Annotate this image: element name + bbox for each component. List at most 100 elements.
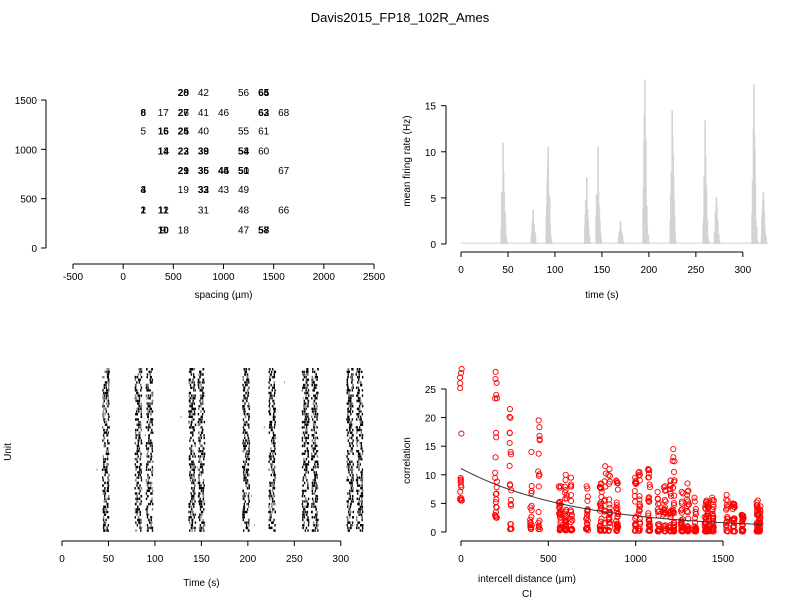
data-point [556,498,564,505]
spike-mark [149,481,151,485]
spike-mark [273,381,275,384]
rate-bar [646,226,649,244]
spike-mark [189,391,192,395]
spike-mark [350,465,353,469]
spike-mark [180,415,182,418]
spike-mark [358,375,361,379]
spike-mark [303,513,305,516]
spike-mark [189,426,192,429]
spike-mark [313,399,316,403]
spike-mark [272,452,274,456]
spike-mark [248,518,250,522]
spike-mark [302,500,305,503]
spike-mark [147,487,150,490]
spike-mark [106,368,108,371]
spike-mark [359,508,361,511]
spike-mark [148,434,150,437]
data-point [710,513,717,520]
spike-mark [360,415,362,419]
spike-mark [190,436,192,440]
spike-mark [104,505,106,508]
spike-mark [270,373,272,376]
spike-mark [147,463,149,466]
data-point [723,506,730,513]
spike-mark [274,524,276,527]
spike-mark [242,426,245,429]
spike-mark [351,373,353,376]
spike-mark [149,460,152,463]
spike-mark [303,410,305,413]
spike-mark [312,442,315,445]
spike-mark [305,471,308,474]
spike-mark [193,389,195,392]
spike-mark [274,423,276,426]
data-point [567,515,574,522]
spike-mark [140,410,142,413]
spike-mark [188,415,190,419]
spike-mark [355,516,358,519]
spike-mark [351,468,354,471]
spike-mark [349,508,351,511]
spike-mark [190,526,193,530]
spike-mark [140,442,143,445]
spike-mark [316,412,319,416]
spike-mark [284,381,286,384]
spike-mark [359,452,361,456]
spike-mark [359,402,361,405]
spike-mark [197,481,200,485]
spike-mark [348,529,350,532]
spike-mark [198,494,200,498]
spike-mark [102,489,104,493]
spike-mark [346,370,349,374]
spike-mark [191,518,193,522]
data-point [557,483,564,490]
spike-mark [305,468,308,471]
spike-mark [304,412,306,416]
data-point [685,515,692,522]
spike-mark [346,500,348,503]
spike-mark [193,389,196,392]
channel-label: 8 [140,108,146,119]
spike-mark [203,447,205,450]
spike-mark [243,497,245,501]
spike-mark [151,502,154,506]
spike-mark [359,529,362,532]
spike-mark [351,375,353,379]
spike-mark [346,402,349,405]
spike-mark [202,494,205,498]
spike-mark [194,500,196,503]
channel-label: 47 [238,225,250,236]
spike-mark [138,436,140,440]
spike-mark [201,426,204,429]
spike-mark [269,492,271,495]
spike-mark [359,399,362,403]
spike-mark [189,476,192,479]
spike-mark [140,370,143,374]
spike-mark [188,505,191,508]
spike-mark [245,524,248,527]
spike-mark [311,378,313,381]
rate-bar [716,205,718,244]
spike-mark [358,373,360,376]
data-point [684,488,691,495]
spike-mark [203,524,206,527]
spike-mark [348,391,350,395]
spike-mark [274,479,276,482]
spike-mark [146,494,149,498]
spike-mark [202,402,204,405]
rate-bar [719,243,721,244]
spike-mark [316,407,318,411]
spike-mark [246,378,248,381]
spike-mark [104,513,107,516]
spike-mark [316,513,318,516]
data-point [692,508,699,515]
data-point [654,488,661,496]
spike-mark [349,516,351,519]
spike-mark [357,386,359,389]
spike-mark [307,383,309,387]
data-point [671,477,678,484]
spike-mark [147,405,149,408]
spike-mark [303,399,306,403]
data-point [614,505,621,512]
spike-mark [317,518,319,522]
